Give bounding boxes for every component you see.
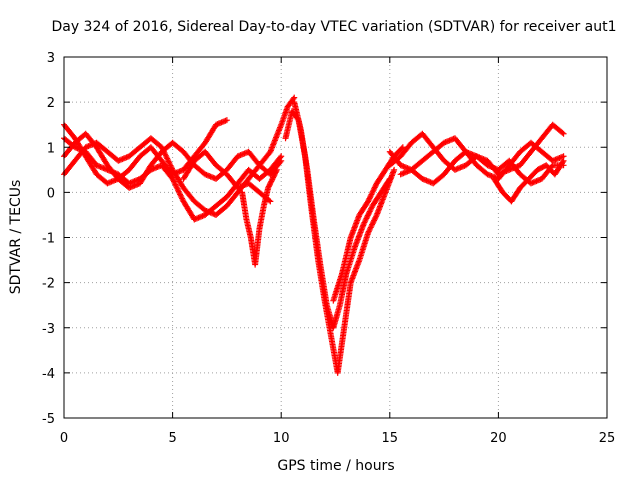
data-point <box>371 216 378 223</box>
series-track-8 <box>291 99 393 331</box>
y-tick-label: -2 <box>42 277 55 292</box>
series-track-10 <box>386 121 567 178</box>
y-tick-label: 0 <box>47 186 55 201</box>
y-tick-label: 2 <box>47 96 55 111</box>
data-point <box>369 221 376 228</box>
x-tick-label: 15 <box>382 431 399 446</box>
y-tick-label: -5 <box>42 412 55 427</box>
data-point <box>290 95 297 102</box>
data-point <box>278 157 285 164</box>
series-track-13 <box>491 157 567 205</box>
chart-title: Day 324 of 2016, Sidereal Day-to-day VTE… <box>51 19 616 35</box>
data-point <box>366 208 373 215</box>
series-track-11 <box>386 135 567 182</box>
data-point <box>370 218 377 225</box>
data-point <box>365 229 372 236</box>
data-point <box>560 130 567 137</box>
data-point <box>363 215 370 222</box>
data-point <box>371 217 378 224</box>
data-point <box>366 227 373 234</box>
data-point <box>365 228 372 235</box>
data-point <box>366 195 373 202</box>
data-point <box>365 198 372 205</box>
data-point <box>365 211 372 218</box>
x-tick-label: 20 <box>490 431 507 446</box>
y-tick-label: 3 <box>47 51 55 66</box>
y-tick-label: -4 <box>42 367 55 382</box>
data-point <box>371 185 378 192</box>
data-point <box>386 175 393 182</box>
data-point <box>364 214 371 221</box>
data-point <box>367 225 374 232</box>
data-point <box>362 218 369 225</box>
data-point <box>364 212 371 219</box>
data-point <box>367 224 374 231</box>
data-point <box>368 205 375 212</box>
axis-ticks: 0 5 10 15 20 25 -5 -4 -3 -2 -1 0 1 2 3 <box>42 51 615 446</box>
data-point <box>370 187 377 194</box>
data-point <box>559 129 566 136</box>
x-tick-label: 0 <box>60 431 68 446</box>
data-point <box>277 159 284 166</box>
data-point <box>373 213 380 220</box>
data-point <box>386 177 393 184</box>
data-point <box>369 220 376 227</box>
data-point <box>273 166 280 173</box>
data-point <box>367 194 374 201</box>
data-point <box>372 183 379 190</box>
data-point <box>369 188 376 195</box>
data-point <box>367 207 374 214</box>
data-point <box>372 214 379 221</box>
data-point <box>391 166 398 173</box>
y-axis-label: SDTVAR / TECUs <box>8 180 24 295</box>
data-point <box>223 117 230 124</box>
data-point <box>366 209 373 216</box>
data-point <box>360 220 367 227</box>
y-tick-label: -1 <box>42 232 55 247</box>
data-point <box>365 197 372 204</box>
data-point <box>371 184 378 191</box>
x-tick-label: 25 <box>599 431 616 446</box>
data-point <box>273 168 280 175</box>
data-point <box>367 192 374 199</box>
data-point <box>559 159 566 166</box>
series-track-2 <box>61 94 298 218</box>
y-tick-label: 1 <box>47 141 55 156</box>
y-tick-label: -3 <box>42 322 55 337</box>
data-point <box>560 157 567 164</box>
x-tick-label: 10 <box>273 431 290 446</box>
data-point <box>362 216 369 223</box>
data-point <box>369 190 376 197</box>
x-tick-label: 5 <box>168 431 176 446</box>
data-point <box>361 219 368 226</box>
x-axis-label: GPS time / hours <box>277 458 394 474</box>
data-point <box>267 198 274 205</box>
data-point <box>368 223 375 230</box>
data-points <box>61 94 567 376</box>
series-track-7 <box>282 108 398 376</box>
data-point <box>368 191 375 198</box>
series-track-6 <box>239 166 280 268</box>
